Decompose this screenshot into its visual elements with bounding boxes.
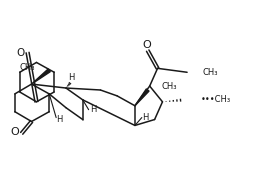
Text: •••CH₃: •••CH₃ <box>201 95 231 104</box>
Text: H: H <box>68 73 74 82</box>
Text: O: O <box>10 127 19 137</box>
Text: CH₃: CH₃ <box>203 68 218 77</box>
Text: O: O <box>17 48 25 58</box>
Text: O: O <box>142 40 151 50</box>
Text: CH₃: CH₃ <box>20 63 35 72</box>
Polygon shape <box>135 89 149 106</box>
Text: H: H <box>56 115 62 124</box>
Polygon shape <box>32 69 50 84</box>
Text: H: H <box>90 105 97 114</box>
Text: CH₃: CH₃ <box>162 82 177 91</box>
Text: H: H <box>142 113 149 122</box>
